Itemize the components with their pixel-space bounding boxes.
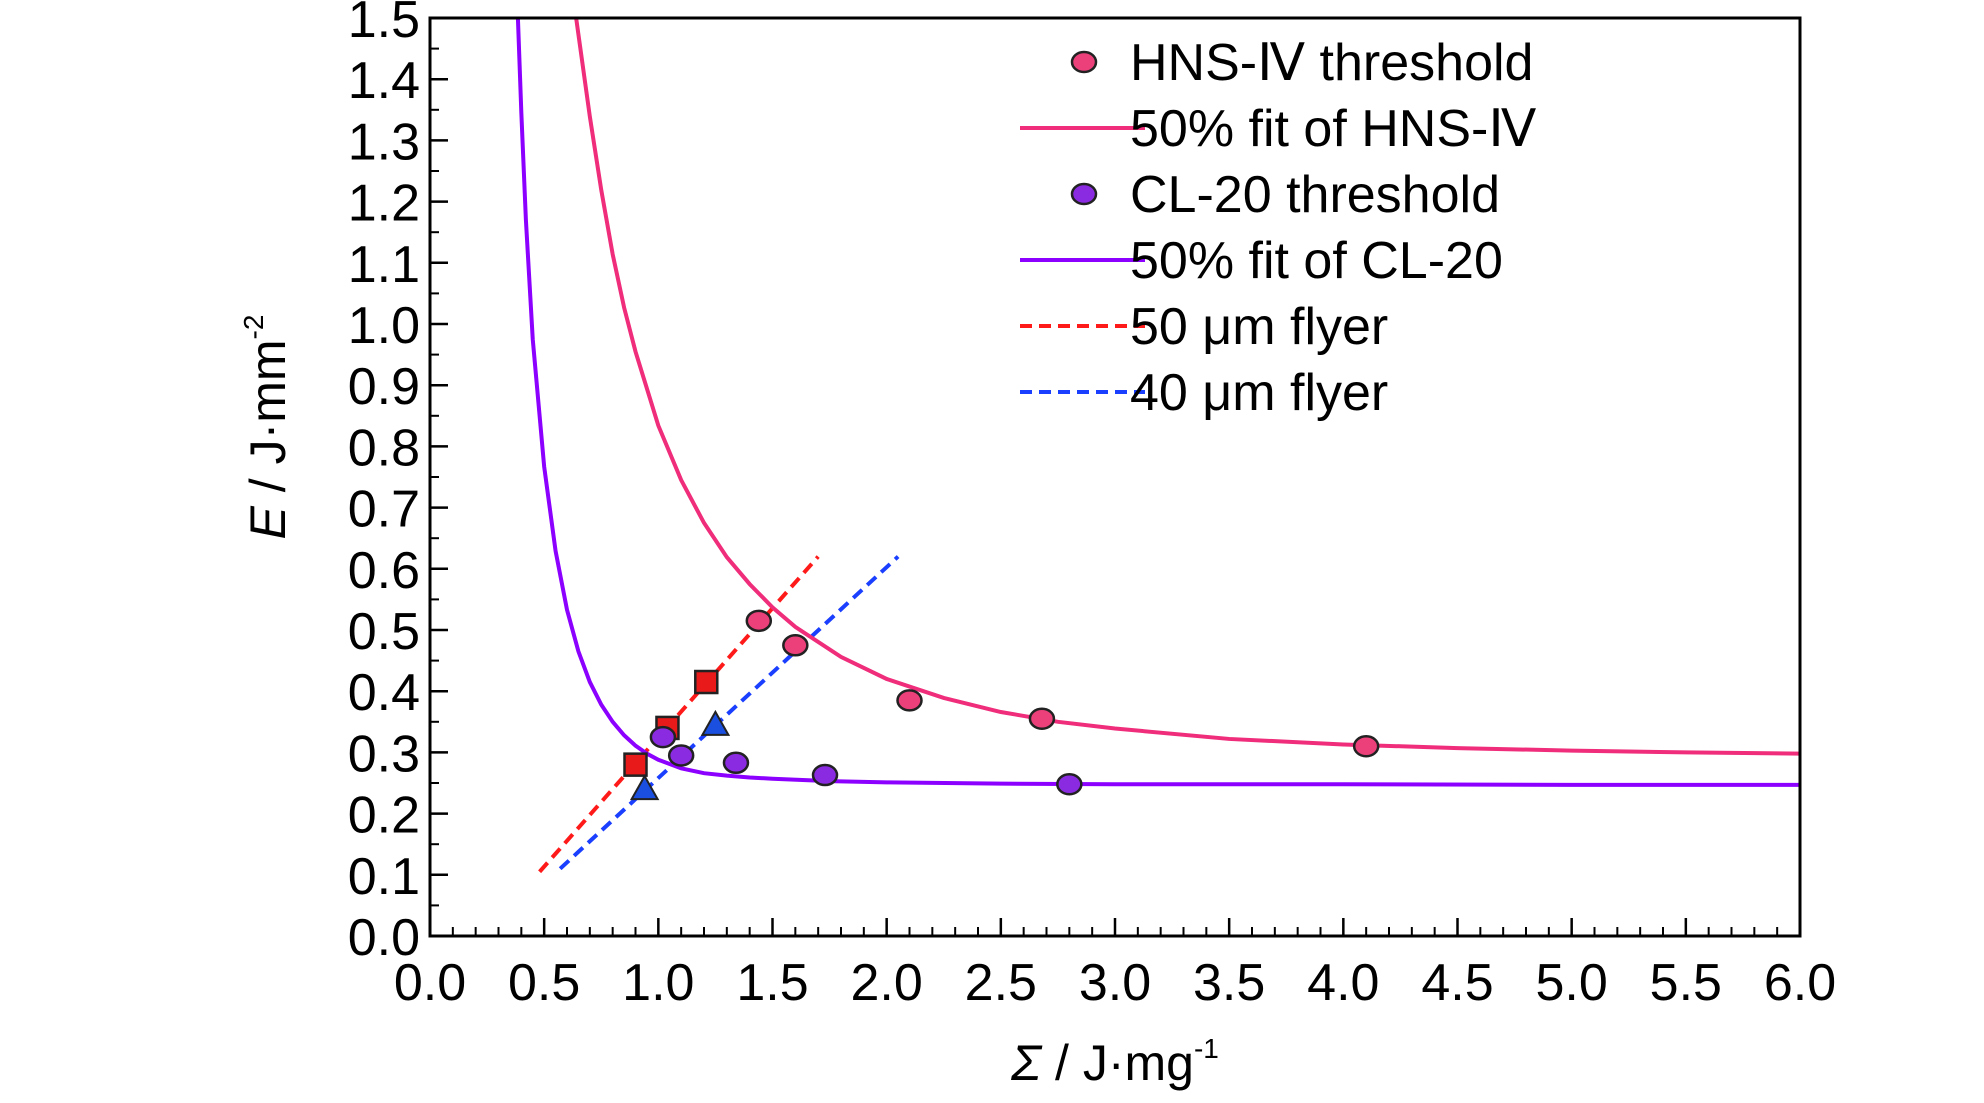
flyer-line	[538, 555, 820, 874]
x-tick-label: 3.0	[1079, 954, 1151, 1012]
legend-label: 50 μm flyer	[1130, 298, 1388, 356]
legend-label: 40 μm flyer	[1130, 364, 1388, 422]
y-axis-symbol: E	[240, 505, 296, 539]
y-tick-label: 1.0	[348, 297, 420, 355]
y-tick-label: 0.5	[348, 603, 420, 661]
flyer-point	[700, 709, 731, 736]
y-tick-label: 0.2	[348, 787, 420, 845]
flyer-line	[558, 555, 900, 871]
threshold-point	[667, 744, 695, 767]
flyer-point	[623, 752, 648, 777]
x-tick-label: 1.0	[622, 954, 694, 1012]
y-tick-label: 0.9	[348, 358, 420, 416]
x-tick-label: 1.5	[736, 954, 808, 1012]
flyer-point	[694, 669, 719, 695]
y-tick-label: 1.4	[348, 52, 420, 110]
marker-layer	[623, 609, 1380, 801]
x-axis-label: Σ / J·mg-1	[1010, 1033, 1219, 1091]
y-axis-unit: / J·mm	[240, 339, 296, 506]
x-tick-label: 2.0	[851, 954, 923, 1012]
legend-label: 50% fit of CL-20	[1130, 232, 1503, 290]
y-tick-label: 1.1	[348, 236, 420, 294]
flyer-point	[629, 774, 660, 801]
y-tick-label: 0.7	[348, 481, 420, 539]
x-tick-label: 4.0	[1307, 954, 1379, 1012]
y-axis-unit-exponent: -2	[238, 315, 269, 340]
y-tick-label: 0.4	[348, 664, 420, 722]
legend-label: HNS-Ⅳ threshold	[1130, 34, 1533, 92]
y-axis-label: E / J·mm-2	[238, 315, 296, 540]
x-tick-label: 3.5	[1193, 954, 1265, 1012]
legend-key	[1070, 50, 1098, 74]
y-tick-label: 0.1	[348, 848, 420, 906]
legend-label: CL-20 threshold	[1130, 166, 1500, 224]
x-tick-label: 0.5	[508, 954, 580, 1012]
x-axis-symbol: Σ	[1010, 1035, 1043, 1091]
x-axis-unit: / J·mg	[1041, 1035, 1194, 1091]
threshold-point	[649, 725, 677, 749]
y-tick-label: 0.3	[348, 725, 420, 783]
y-tick-label: 1.5	[348, 0, 420, 49]
y-axis: 0.00.10.20.30.40.50.60.70.80.91.01.11.21…	[348, 0, 448, 967]
y-tick-label: 0.6	[348, 542, 420, 600]
y-tick-label: 0.0	[348, 909, 420, 967]
threshold-point	[745, 609, 773, 633]
legend-label: 50% fit of HNS-Ⅳ	[1130, 100, 1536, 158]
threshold-point	[1056, 772, 1083, 796]
threshold-point	[722, 751, 750, 775]
x-axis: 0.0 0.5 1.0 1.5 2.0 2.5 3.0 3.5 4.0 4.5 5.0 5.5 6.0	[394, 918, 1836, 1012]
x-tick-label: 6.0	[1764, 954, 1836, 1012]
y-tick-label: 1.2	[348, 175, 420, 233]
x-tick-label: 4.5	[1421, 954, 1493, 1012]
x-tick-label: 5.5	[1650, 954, 1722, 1012]
x-tick-label: 0.0	[394, 954, 466, 1012]
x-tick-label: 2.5	[965, 954, 1037, 1012]
threshold-point	[896, 689, 923, 712]
legend: HNS-Ⅳ threshold 50% fit of HNS-Ⅳ CL-20 thr…	[1020, 34, 1536, 422]
threshold-point	[1352, 735, 1380, 758]
threshold-point	[811, 763, 839, 787]
threshold-point	[782, 634, 809, 657]
x-tick-label: 5.0	[1536, 954, 1608, 1012]
legend-key	[1070, 182, 1098, 206]
threshold-point	[1028, 707, 1056, 730]
fit-curve	[574, 18, 1800, 756]
y-tick-label: 1.3	[348, 113, 420, 171]
y-tick-label: 0.8	[348, 419, 420, 477]
x-axis-unit-exponent: -1	[1194, 1033, 1219, 1064]
